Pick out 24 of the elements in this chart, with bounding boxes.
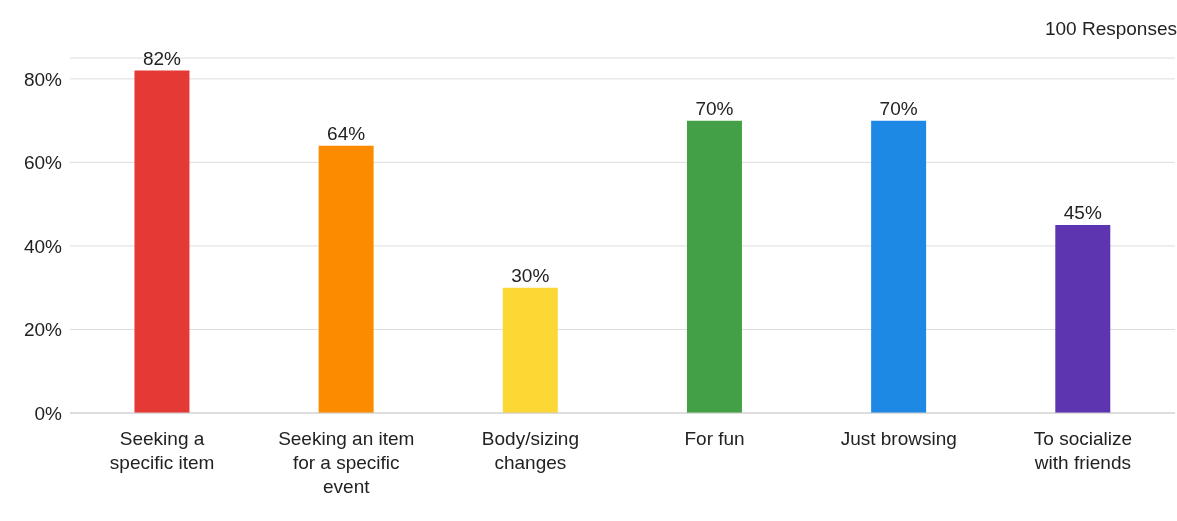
- bar: [502, 287, 558, 413]
- data-label: 30%: [511, 264, 550, 286]
- y-tick-label: 60%: [23, 152, 63, 174]
- y-tick-label: 20%: [23, 319, 63, 341]
- y-tick-label: 0%: [34, 402, 63, 424]
- data-label: 45%: [1063, 202, 1102, 224]
- bar: [318, 145, 374, 413]
- data-label: 70%: [879, 97, 918, 119]
- x-tick-label: Seeking a specific item: [109, 428, 215, 473]
- data-label: 64%: [327, 122, 366, 144]
- y-tick-label: 80%: [23, 68, 63, 90]
- x-tick-label: Body/sizing changes: [481, 428, 579, 473]
- bar: [686, 120, 742, 413]
- bar: [1055, 225, 1111, 413]
- bar: [871, 120, 927, 413]
- x-tick-label: To socialize with friends: [1033, 428, 1133, 473]
- x-tick-label: For fun: [684, 428, 745, 449]
- data-label: 70%: [695, 97, 734, 119]
- x-tick-label: Just browsing: [840, 428, 957, 449]
- text: 100 Responses: [1044, 18, 1177, 40]
- x-tick-label: Seeking an item for a specific event: [278, 428, 415, 497]
- y-tick-label: 40%: [23, 235, 63, 257]
- bar: [134, 70, 190, 413]
- data-label: 82%: [142, 47, 182, 69]
